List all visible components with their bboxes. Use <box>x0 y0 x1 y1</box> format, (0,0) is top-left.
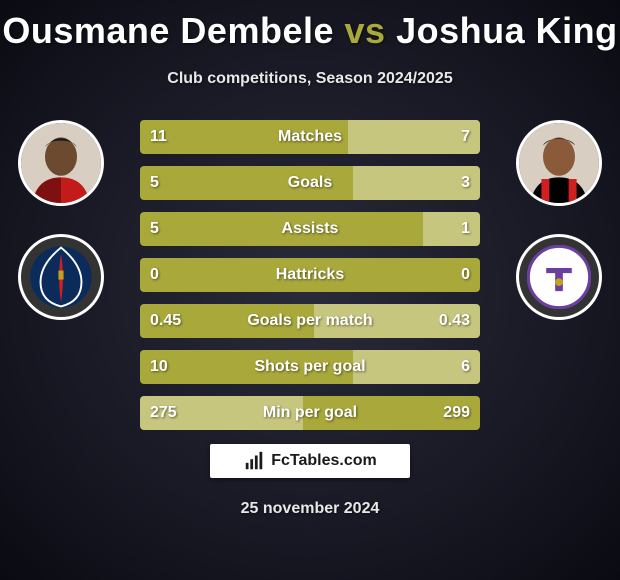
avatars-left <box>18 120 104 320</box>
stat-value-right: 0.43 <box>429 304 480 338</box>
subtitle: Club competitions, Season 2024/2025 <box>0 70 620 88</box>
player1-avatar-svg <box>21 123 101 203</box>
title-player2: Joshua King <box>396 10 618 51</box>
title-vs: vs <box>345 10 386 51</box>
title-player1: Ousmane Dembele <box>2 10 334 51</box>
stat-value-left: 5 <box>140 166 169 200</box>
psg-badge-svg <box>29 245 93 309</box>
stat-row: 11Matches7 <box>140 120 480 154</box>
player1-club-badge <box>18 234 104 320</box>
stat-value-left: 275 <box>140 396 187 430</box>
stat-value-right: 1 <box>451 212 480 246</box>
stat-value-left: 10 <box>140 350 178 384</box>
stat-value-right: 299 <box>433 396 480 430</box>
player1-avatar <box>18 120 104 206</box>
comparison-date: 25 november 2024 <box>0 500 620 518</box>
stat-value-left: 11 <box>140 120 177 154</box>
stat-value-right: 0 <box>451 258 480 292</box>
player2-avatar <box>516 120 602 206</box>
stat-row: 0.45Goals per match0.43 <box>140 304 480 338</box>
brand-chart-icon <box>243 450 265 472</box>
stat-value-left: 5 <box>140 212 169 246</box>
stat-row: 10Shots per goal6 <box>140 350 480 384</box>
stat-value-left: 0.45 <box>140 304 191 338</box>
stat-rows: 11Matches7 5Goals3 5Assists1 0Hattricks0 0.4… <box>140 120 480 430</box>
stat-label: Hattricks <box>140 258 480 292</box>
avatars-right <box>516 120 602 320</box>
tfc-badge-svg <box>527 245 591 309</box>
brand-text: FcTables.com <box>271 452 377 470</box>
stat-row: 5Assists1 <box>140 212 480 246</box>
brand-badge[interactable]: FcTables.com <box>210 444 410 478</box>
player2-avatar-svg <box>519 123 599 203</box>
stat-value-left: 0 <box>140 258 169 292</box>
stat-value-right: 3 <box>451 166 480 200</box>
player2-club-badge <box>516 234 602 320</box>
stat-row: 5Goals3 <box>140 166 480 200</box>
stat-value-right: 6 <box>451 350 480 384</box>
stat-value-right: 7 <box>451 120 480 154</box>
stat-row: 0Hattricks0 <box>140 258 480 292</box>
comparison-title: Ousmane Dembele vs Joshua King <box>0 0 620 52</box>
stat-row: 275Min per goal299 <box>140 396 480 430</box>
